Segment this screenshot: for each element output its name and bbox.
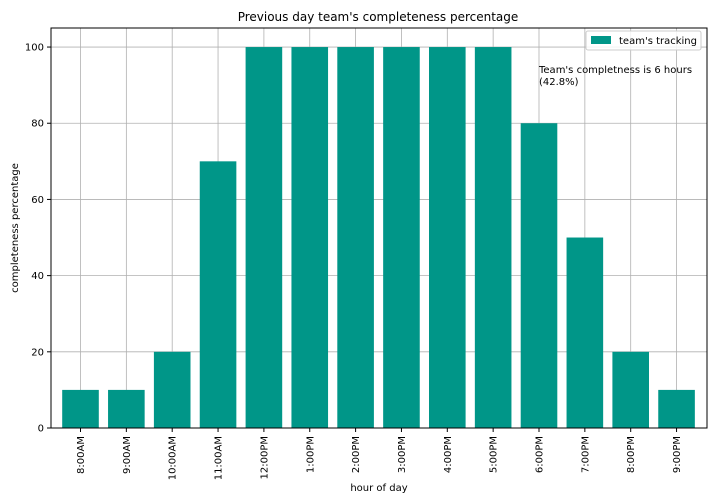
bar-7:00PM xyxy=(566,237,604,428)
bar-8:00AM xyxy=(62,389,99,428)
bar-10:00AM xyxy=(153,351,191,428)
y-axis-label: completeness percentage xyxy=(10,163,21,293)
legend-swatch xyxy=(591,36,611,44)
bar-9:00PM xyxy=(658,389,695,428)
y-axis-ticks: 0 20 40 60 80 100 xyxy=(25,43,51,435)
x-tick-label: 4:00PM xyxy=(443,436,454,473)
annotation-line-2: (42.8%) xyxy=(539,77,579,88)
y-tick-label: 20 xyxy=(31,347,44,358)
bar-4:00PM xyxy=(429,47,466,429)
bar-11:00AM xyxy=(199,161,237,428)
x-tick-label: 2:00PM xyxy=(351,436,362,473)
bar-5:00PM xyxy=(474,47,512,429)
legend-label: team's tracking xyxy=(619,36,697,47)
x-axis-ticks: 8:00AM 9:00AM 10:00AM 11:00AM 12:00PM 1:00PM 2… xyxy=(76,428,683,480)
chart-title: Previous day team's completeness percent… xyxy=(238,10,519,24)
y-tick-label: 0 xyxy=(38,424,44,435)
annotation: Team's completness is 6 hours (42.8%) xyxy=(538,65,692,88)
x-tick-label: 9:00AM xyxy=(122,436,133,474)
x-axis-label: hour of day xyxy=(350,483,407,494)
legend-box xyxy=(585,30,702,51)
y-tick-label: 80 xyxy=(31,119,44,130)
x-tick-label: 8:00AM xyxy=(76,436,87,474)
bar-1:00PM xyxy=(291,47,329,429)
plot-frame xyxy=(50,27,708,429)
bar-8:00PM xyxy=(612,351,649,428)
bar-3:00PM xyxy=(383,47,420,429)
x-tick-label: 9:00PM xyxy=(672,436,683,473)
bars xyxy=(62,47,695,429)
annotation-line-1: Team's completness is 6 hours xyxy=(538,65,692,76)
x-tick-label: 8:00PM xyxy=(626,436,637,473)
bar-12:00PM xyxy=(245,47,283,429)
x-tick-label: 3:00PM xyxy=(397,436,408,473)
bar-9:00AM xyxy=(108,389,145,428)
legend: team's tracking xyxy=(585,30,702,51)
x-tick-label: 1:00PM xyxy=(305,436,316,473)
y-tick-label: 40 xyxy=(31,271,44,282)
bar-2:00PM xyxy=(337,47,374,429)
y-tick-label: 100 xyxy=(25,43,44,54)
x-tick-label: 5:00PM xyxy=(489,436,500,473)
x-tick-label: 7:00PM xyxy=(580,436,591,473)
bar-6:00PM xyxy=(520,123,558,429)
x-tick-label: 11:00AM xyxy=(214,436,225,480)
x-tick-label: 10:00AM xyxy=(168,436,179,480)
x-tick-label: 12:00PM xyxy=(259,436,270,479)
y-tick-label: 60 xyxy=(31,195,44,206)
x-tick-label: 6:00PM xyxy=(535,436,546,473)
